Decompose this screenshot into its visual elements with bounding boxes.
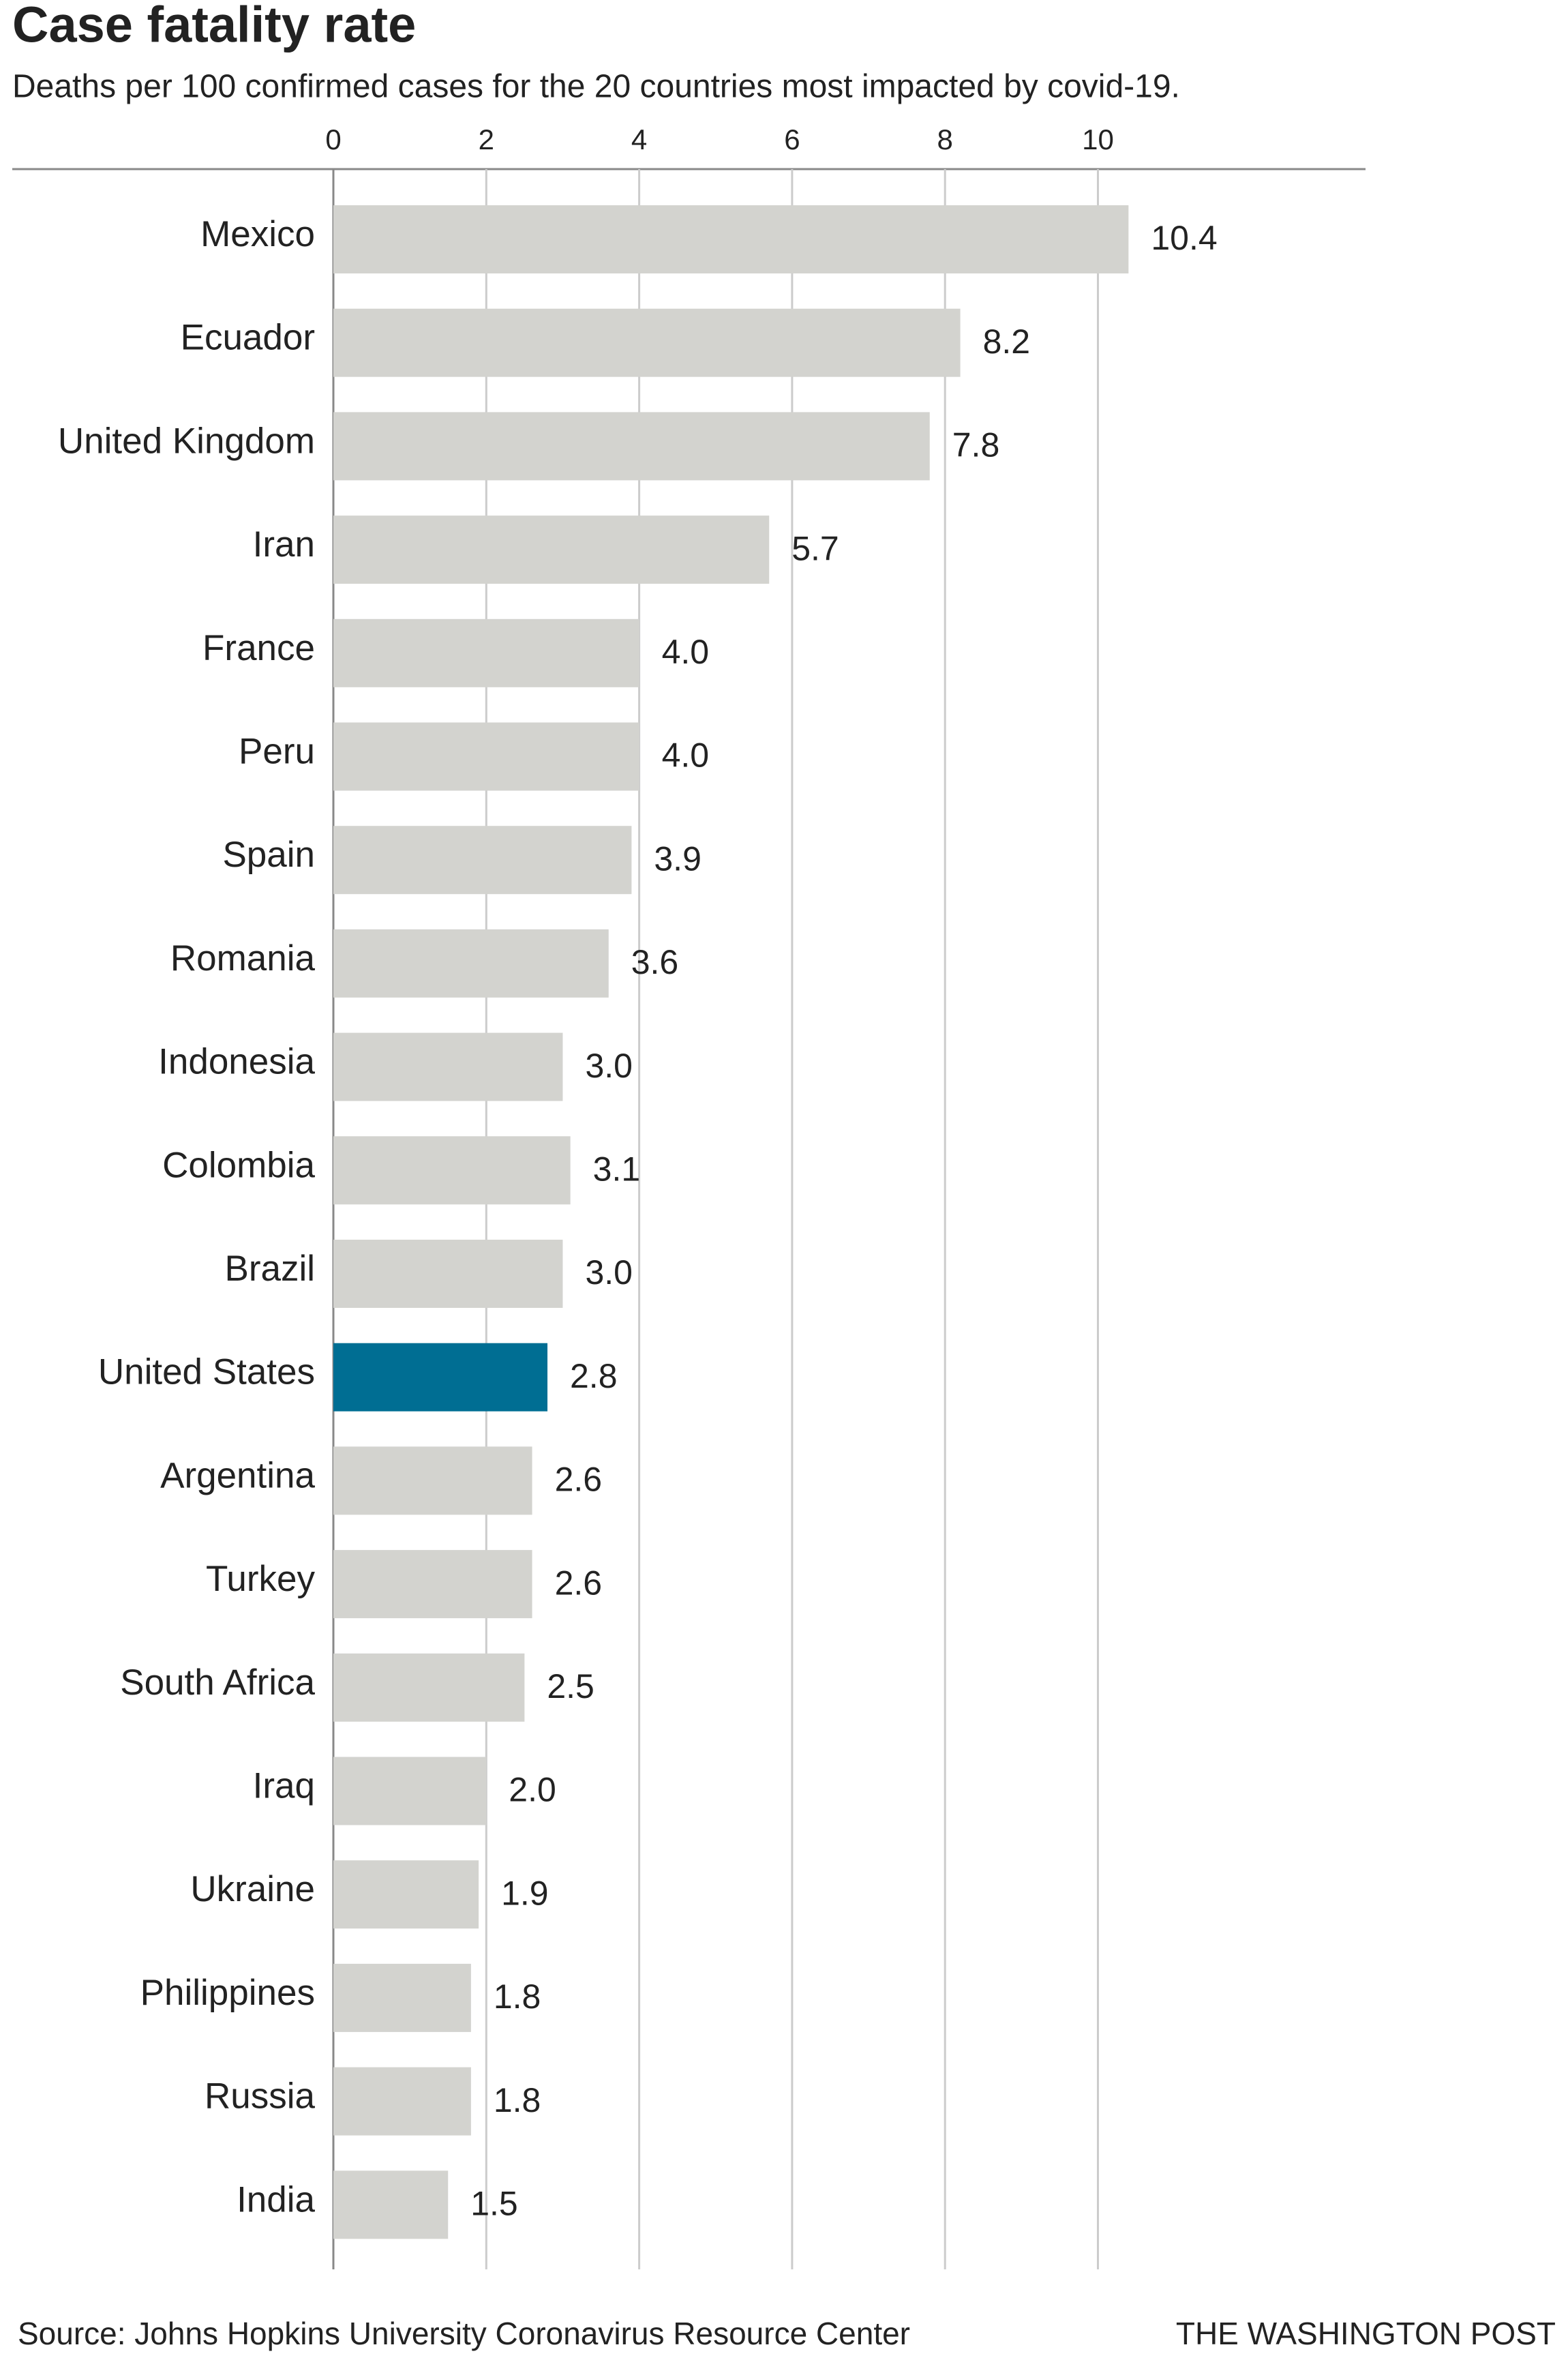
category-label: United States: [98, 1352, 315, 1392]
x-tick-label: 2: [479, 123, 494, 155]
value-label: 3.9: [654, 839, 702, 878]
category-label: United Kingdom: [58, 421, 315, 461]
credit: THE WASHINGTON POST: [1176, 2316, 1556, 2351]
category-label: Indonesia: [158, 1042, 315, 1082]
value-label: 5.7: [791, 529, 839, 567]
bar: [333, 618, 639, 687]
bar: [333, 2067, 471, 2136]
value-label: 1.9: [501, 1874, 549, 1912]
x-tick-label: 0: [325, 123, 341, 155]
bar: [333, 1550, 532, 1619]
bar: [333, 1860, 479, 1929]
source: Source: Johns Hopkins University Coronav…: [18, 2316, 910, 2351]
value-label: 2.6: [555, 1461, 603, 1499]
category-label: Colombia: [162, 1145, 315, 1185]
category-label: Peru: [239, 732, 315, 772]
bar: [333, 826, 632, 895]
value-label: 3.0: [585, 1253, 633, 1292]
value-label: 10.4: [1151, 219, 1217, 257]
x-tick-label: 10: [1082, 123, 1114, 155]
bar: [333, 1757, 487, 1825]
category-label: France: [202, 628, 315, 668]
value-label: 2.6: [555, 1564, 603, 1602]
bar: [333, 205, 1129, 273]
value-label: 2.5: [547, 1667, 594, 1705]
value-label: 8.2: [983, 323, 1031, 361]
bar: [333, 1032, 563, 1101]
bar: [333, 308, 961, 377]
category-label: Romania: [170, 938, 316, 979]
value-label: 4.0: [662, 736, 710, 775]
bar: [333, 412, 930, 481]
category-label: Turkey: [206, 1559, 316, 1599]
value-label: 1.8: [494, 2081, 541, 2119]
bar: [333, 516, 770, 584]
x-tick-label: 6: [784, 123, 800, 155]
bar: [333, 1240, 563, 1308]
bar: [333, 1963, 471, 2032]
value-label: 3.6: [631, 943, 679, 981]
value-label: 2.8: [570, 1357, 618, 1395]
category-label: Russia: [205, 2076, 316, 2117]
chart-title: Case fatality rate: [12, 0, 416, 53]
bar: [333, 1136, 571, 1205]
category-label: Ecuador: [181, 318, 315, 358]
value-label: 1.8: [494, 1978, 541, 2016]
value-label: 3.0: [585, 1047, 633, 1085]
value-label: 7.8: [952, 426, 1000, 464]
category-label: Spain: [222, 835, 315, 875]
bar: [333, 929, 609, 998]
value-label: 1.5: [470, 2185, 518, 2223]
bar: [333, 1343, 548, 1412]
value-label: 4.0: [662, 633, 710, 671]
bar: [333, 1446, 532, 1515]
category-label: Iraq: [253, 1766, 315, 1806]
category-label: India: [237, 2179, 315, 2220]
value-label: 3.1: [593, 1150, 641, 1189]
category-label: Mexico: [200, 214, 315, 254]
category-label: Argentina: [160, 1455, 315, 1495]
bar: [333, 1653, 525, 1722]
chart-subtitle: Deaths per 100 confirmed cases for the 2…: [12, 69, 1180, 105]
category-label: Ukraine: [190, 1869, 315, 1909]
x-tick-label: 4: [631, 123, 647, 155]
category-label: Iran: [253, 524, 315, 565]
bar: [333, 2170, 449, 2239]
category-label: Brazil: [224, 1249, 315, 1289]
category-label: Philippines: [140, 1973, 315, 2013]
bar: [333, 722, 639, 791]
value-label: 2.0: [509, 1771, 556, 1809]
category-label: South Africa: [120, 1662, 315, 1703]
x-tick-label: 8: [937, 123, 953, 155]
